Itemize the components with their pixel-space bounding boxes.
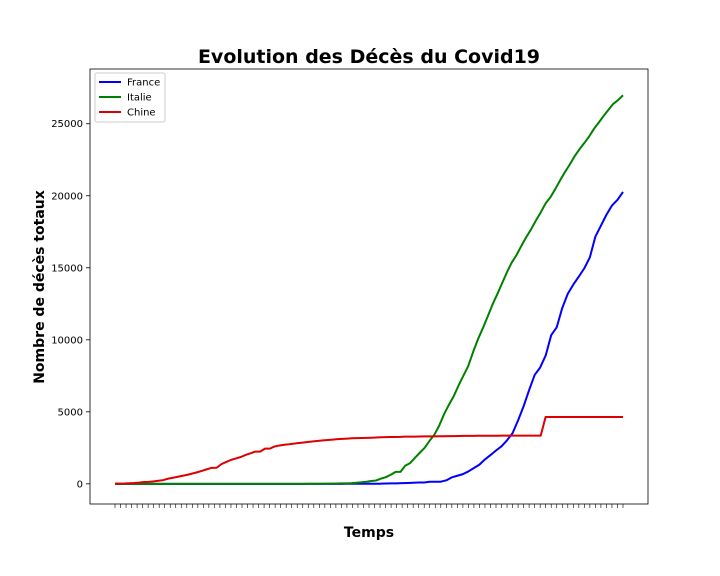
- series-lines: [114, 94, 624, 485]
- y-tick-label: 10000: [51, 335, 83, 346]
- series-line-chine: [114, 416, 623, 485]
- y-axis: 0 5000 10000 15000 20000 25000: [51, 119, 90, 490]
- legend-label: France: [127, 78, 160, 89]
- legend: France Italie Chine: [94, 72, 166, 123]
- legend-label: Italie: [127, 93, 152, 104]
- legend-box: [94, 72, 166, 123]
- y-axis-label: Nombre de décès totaux: [32, 190, 48, 384]
- y-tick-label: 15000: [51, 263, 83, 274]
- series-line-italie: [115, 94, 624, 485]
- y-tick-label: 0: [77, 479, 83, 490]
- y-tick-label: 20000: [51, 191, 83, 202]
- y-tick-label: 25000: [51, 119, 83, 130]
- x-axis-label: Temps: [344, 525, 394, 541]
- x-axis: [114, 504, 624, 508]
- series-line-france: [115, 191, 624, 485]
- chart-title: Evolution des Décès du Covid19: [198, 46, 540, 68]
- y-tick-label: 5000: [58, 407, 83, 418]
- legend-label: Chine: [127, 108, 156, 119]
